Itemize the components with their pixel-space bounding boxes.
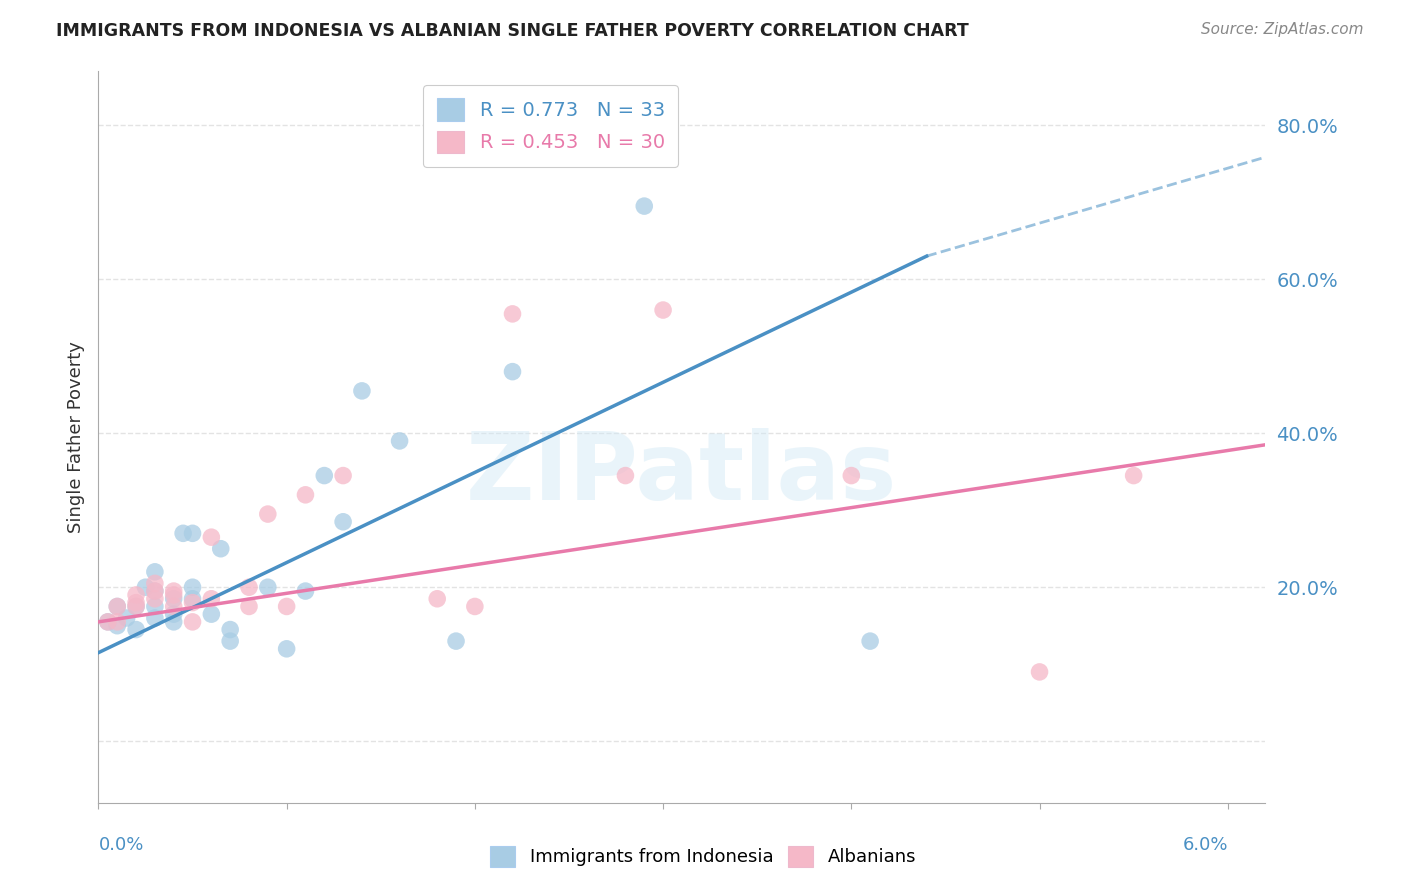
Point [163,591,186,606]
Point [163,615,186,629]
Point [219,634,242,648]
Point [163,588,186,602]
Point [200,607,222,622]
Point [163,584,186,599]
Point [125,596,148,610]
Point [652,303,675,318]
Point [181,615,204,629]
Point [172,526,194,541]
Point [633,199,655,213]
Point [238,580,260,594]
Legend: R = 0.773   N = 33, R = 0.453   N = 30: R = 0.773 N = 33, R = 0.453 N = 30 [423,85,678,167]
Point [143,584,166,599]
Point [97,615,120,629]
Point [426,591,449,606]
Point [388,434,411,448]
Point [143,611,166,625]
Point [105,599,128,614]
Text: IMMIGRANTS FROM INDONESIA VS ALBANIAN SINGLE FATHER POVERTY CORRELATION CHART: IMMIGRANTS FROM INDONESIA VS ALBANIAN SI… [56,22,969,40]
Point [219,623,242,637]
Point [125,599,148,614]
Point [276,599,298,614]
Point [163,607,186,622]
Point [1122,468,1144,483]
Text: 0.0%: 0.0% [98,836,143,854]
Point [209,541,232,556]
Point [181,596,204,610]
Point [163,599,186,614]
Point [134,580,156,594]
Point [143,584,166,599]
Point [1028,665,1050,679]
Legend: Immigrants from Indonesia, Albanians: Immigrants from Indonesia, Albanians [482,838,924,874]
Point [181,591,204,606]
Point [181,580,204,594]
Point [115,611,138,625]
Point [350,384,373,398]
Point [105,615,128,629]
Point [859,634,882,648]
Point [97,615,120,629]
Point [332,515,354,529]
Point [143,599,166,614]
Point [125,623,148,637]
Point [238,599,260,614]
Point [614,468,637,483]
Text: 6.0%: 6.0% [1182,836,1227,854]
Point [464,599,486,614]
Point [502,307,524,321]
Text: ZIPatlas: ZIPatlas [467,427,897,520]
Point [143,576,166,591]
Point [314,468,336,483]
Point [125,588,148,602]
Point [502,365,524,379]
Point [256,507,278,521]
Point [181,526,204,541]
Point [105,599,128,614]
Point [276,641,298,656]
Text: Source: ZipAtlas.com: Source: ZipAtlas.com [1201,22,1364,37]
Point [143,565,166,579]
Point [332,468,354,483]
Point [256,580,278,594]
Point [839,468,862,483]
Point [294,584,316,599]
Point [200,591,222,606]
Point [444,634,467,648]
Point [294,488,316,502]
Point [125,599,148,614]
Y-axis label: Single Father Poverty: Single Father Poverty [66,341,84,533]
Point [105,618,128,632]
Point [200,530,222,544]
Point [143,591,166,606]
